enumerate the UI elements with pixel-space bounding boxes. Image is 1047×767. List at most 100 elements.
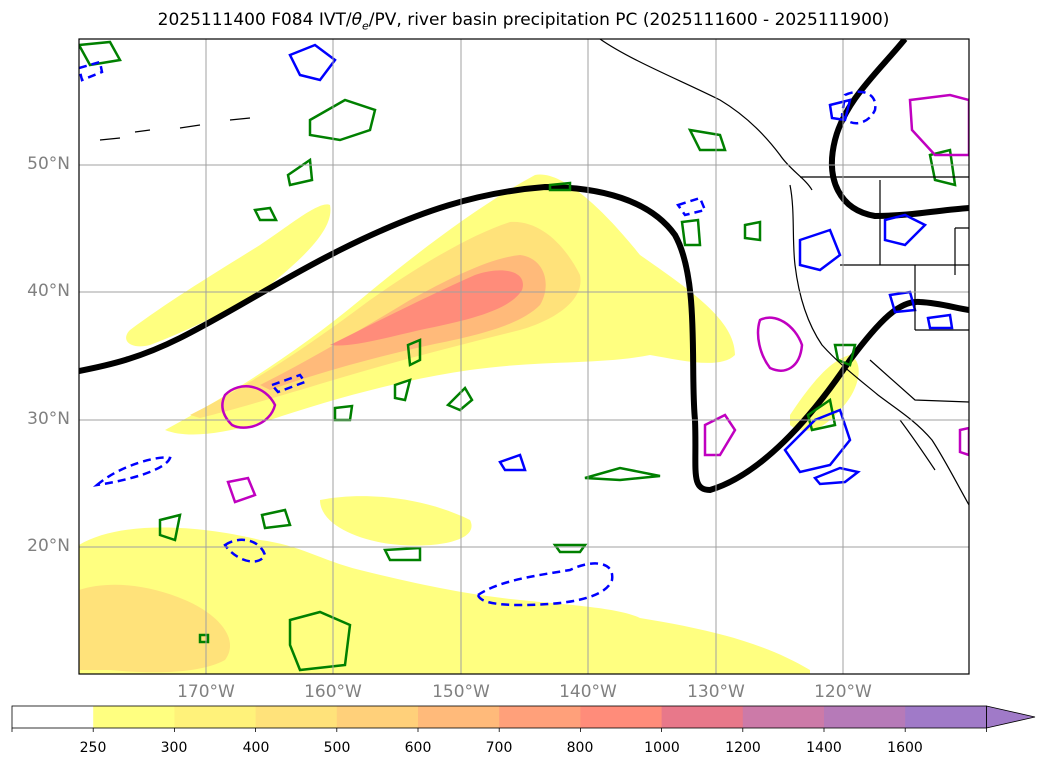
green-contour — [548, 181, 572, 192]
green-contour — [406, 338, 422, 367]
magenta-contour — [756, 316, 804, 372]
colorbar-label: 500 — [323, 740, 351, 756]
lat-label-20n: 20°N — [27, 536, 70, 556]
map-frame — [78, 38, 970, 675]
gridlines — [79, 39, 969, 674]
green-contour — [260, 508, 292, 530]
colorbar-segment — [580, 706, 663, 728]
green-contour — [743, 220, 762, 242]
green-contour — [288, 610, 352, 672]
blue-contour — [883, 213, 928, 247]
lon-label-170w: 170°W — [177, 682, 235, 702]
colorbar-label: 600 — [404, 740, 432, 756]
ivt-central-250 — [320, 496, 472, 546]
ivt-south-250 — [79, 527, 810, 674]
colorbar-label: 250 — [79, 740, 107, 756]
green-contour — [393, 378, 412, 402]
colorbar-segment — [824, 706, 906, 728]
ivt-south-300 — [79, 584, 231, 673]
baja-coast — [899, 419, 936, 471]
alaska-coast — [599, 39, 813, 191]
blue-contour — [798, 228, 842, 272]
lat-label-40n: 40°N — [27, 281, 70, 301]
title-fields-prefix: IVT/ — [318, 10, 352, 30]
green-contour — [833, 343, 857, 367]
colorbar-segment — [742, 706, 825, 728]
magenta-contour — [703, 413, 737, 457]
lat-label-50n: 50°N — [27, 154, 70, 174]
title-period: (2025111600 - 2025111900) — [642, 10, 890, 30]
lon-label-120w: 120°W — [814, 682, 872, 702]
green-contour — [928, 148, 957, 187]
blue-dashed-contour — [840, 90, 877, 125]
green-contour — [333, 404, 354, 422]
precip-pc-contours — [221, 93, 969, 504]
green-contour — [198, 633, 210, 644]
theta-e-positive-contours — [79, 40, 957, 672]
ivt-plume-700 — [330, 270, 523, 346]
colorbar-label: 700 — [485, 740, 513, 756]
colorbar-extend-arrow — [986, 705, 1036, 729]
blue-dashed-contour — [92, 456, 172, 487]
magenta-contour — [226, 476, 257, 504]
colorbar-label: 1000 — [644, 740, 680, 756]
green-contour — [383, 546, 422, 562]
colorbar-segment — [12, 706, 94, 728]
title-theta: θ — [351, 10, 363, 30]
colorbar-segment — [336, 706, 419, 728]
lon-label-140w: 140°W — [559, 682, 617, 702]
lon-label-130w: 130°W — [687, 682, 745, 702]
pv-contour-north — [828, 39, 969, 220]
colorbar-label: 300 — [160, 740, 188, 756]
colorbar-segment — [418, 706, 500, 728]
aleutian-islands — [99, 117, 251, 141]
blue-contour — [288, 43, 337, 82]
blue-contour — [926, 313, 954, 330]
ivt-band-north-250 — [126, 204, 331, 347]
green-contour — [680, 218, 702, 247]
colorbar-segment — [905, 706, 987, 728]
colorbar — [11, 705, 1036, 732]
theta-e-negative-dashed — [79, 60, 877, 607]
colorbar-segment — [93, 706, 175, 728]
blue-contour — [498, 453, 527, 472]
green-contour — [687, 128, 727, 152]
blue-contour — [812, 466, 861, 486]
us-west-coast — [789, 184, 969, 506]
colorbar-segment — [255, 706, 338, 728]
green-contour — [552, 543, 588, 554]
green-contour — [445, 385, 474, 412]
blue-dashed-contour — [223, 538, 267, 563]
green-contour — [584, 466, 661, 482]
ivt-shading — [79, 174, 859, 674]
green-contour — [79, 40, 122, 67]
colorbar-label: 400 — [242, 740, 270, 756]
green-contour — [308, 98, 377, 142]
blue-dashed-contour — [476, 562, 614, 607]
blue-dashed-contour — [79, 60, 104, 82]
green-contour — [158, 513, 182, 542]
title-forecast: F084 — [271, 10, 314, 30]
green-contour — [286, 157, 314, 187]
title-theta-sub: e — [362, 19, 369, 33]
lon-label-160w: 160°W — [304, 682, 362, 702]
colorbar-label: 1400 — [806, 740, 842, 756]
colorbar-label: 1200 — [725, 740, 761, 756]
title-fields-suffix: /PV, river basin precipitation PC — [368, 10, 638, 30]
blue-dashed-contour — [676, 196, 707, 217]
magenta-contour — [908, 93, 969, 157]
map-layers — [79, 39, 969, 674]
coastlines — [99, 39, 969, 506]
state-borders — [800, 176, 969, 403]
map-title: 2025111400 F084 IVT/θe/PV, river basin p… — [0, 10, 1047, 32]
colorbar-segment — [661, 706, 744, 728]
colorbar-segment — [174, 706, 257, 728]
blue-contour — [828, 98, 852, 122]
magenta-contour — [958, 426, 969, 457]
magenta-contour — [221, 385, 277, 429]
green-contour — [253, 206, 279, 222]
colorbar-segment — [499, 706, 581, 728]
colorbar-label: 1600 — [887, 740, 923, 756]
title-run: 2025111400 — [157, 10, 266, 30]
blue-dashed-contour — [269, 373, 307, 394]
